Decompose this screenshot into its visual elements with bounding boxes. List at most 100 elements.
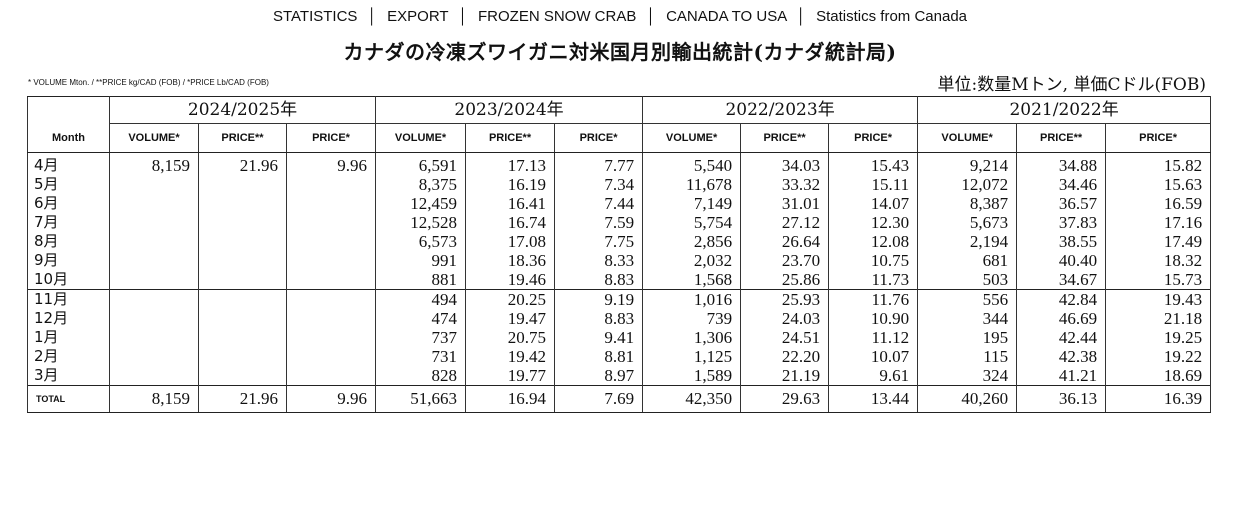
- price-kg-cell: 23.70: [740, 251, 830, 270]
- volume-cell: 503: [917, 270, 1018, 290]
- price-lb-header: PRICE*: [828, 123, 919, 153]
- total-volume-cell: 8,159: [109, 385, 199, 413]
- month-cell: 6月: [27, 194, 110, 213]
- price-lb-cell: [285, 251, 377, 270]
- price-kg-header: PRICE**: [1016, 123, 1107, 153]
- month-cell: 5月: [27, 175, 110, 194]
- price-kg-cell: 34.88: [1016, 152, 1107, 175]
- volume-cell: 5,540: [642, 152, 742, 175]
- price-kg-cell: 19.77: [465, 366, 556, 386]
- volume-cell: 494: [375, 289, 467, 309]
- volume-cell: 6,591: [375, 152, 467, 175]
- price-lb-cell: 12.30: [828, 213, 919, 232]
- price-lb-cell: 7.44: [554, 194, 644, 213]
- volume-cell: 12,459: [375, 194, 467, 213]
- volume-cell: [109, 213, 199, 232]
- price-lb-cell: 17.49: [1105, 232, 1212, 251]
- volume-cell: 6,573: [375, 232, 467, 251]
- table-row: 9月 991 18.36 8.33 2,032 23.70 10.75 681 40.40 18.…: [27, 251, 1212, 270]
- price-lb-cell: 8.33: [554, 251, 644, 270]
- volume-cell: 681: [917, 251, 1018, 270]
- volume-cell: 12,072: [917, 175, 1018, 194]
- units-note: * VOLUME Mton. / **PRICE kg/CAD (FOB) / …: [28, 78, 269, 87]
- month-cell: 7月: [27, 213, 110, 232]
- price-lb-cell: 8.83: [554, 309, 644, 328]
- price-kg-cell: 17.08: [465, 232, 556, 251]
- price-lb-header: PRICE*: [285, 123, 377, 153]
- price-kg-cell: 20.75: [465, 328, 556, 347]
- table-row: 2月 731 19.42 8.81 1,125 22.20 10.07 115 42.38 19.…: [27, 347, 1212, 366]
- price-lb-cell: 12.08: [828, 232, 919, 251]
- year-header: 2022/2023年: [642, 96, 919, 124]
- price-lb-cell: 11.12: [828, 328, 919, 347]
- price-lb-cell: 11.76: [828, 289, 919, 309]
- price-kg-cell: 36.57: [1016, 194, 1107, 213]
- volume-cell: 195: [917, 328, 1018, 347]
- volume-cell: 344: [917, 309, 1018, 328]
- price-lb-header: PRICE*: [554, 123, 644, 153]
- price-lb-cell: 8.97: [554, 366, 644, 386]
- price-lb-cell: 11.73: [828, 270, 919, 290]
- header-separator: │: [646, 8, 656, 25]
- price-kg-cell: 31.01: [740, 194, 830, 213]
- header-item-statistics: STATISTICS: [272, 8, 358, 25]
- price-kg-cell: 41.21: [1016, 366, 1107, 386]
- price-kg-cell: 42.44: [1016, 328, 1107, 347]
- price-lb-cell: [285, 213, 377, 232]
- total-price-kg-cell: 21.96: [198, 385, 287, 413]
- price-kg-cell: 33.32: [740, 175, 830, 194]
- table-row: 3月 828 19.77 8.97 1,589 21.19 9.61 324 41.21 18.6…: [27, 366, 1212, 386]
- total-price-kg-cell: 16.94: [465, 385, 556, 413]
- table-row: 5月 8,375 16.19 7.34 11,678 33.32 15.11 12,072 34…: [27, 175, 1212, 194]
- price-kg-header: PRICE**: [740, 123, 830, 153]
- price-lb-cell: [285, 194, 377, 213]
- year-header: 2021/2022年: [917, 96, 1212, 124]
- price-lb-cell: 19.43: [1105, 289, 1212, 309]
- volume-cell: 1,589: [642, 366, 742, 386]
- month-cell: 12月: [27, 309, 110, 328]
- month-cell: 1月: [27, 328, 110, 347]
- total-price-lb-cell: 13.44: [828, 385, 919, 413]
- price-kg-cell: [198, 175, 287, 194]
- price-kg-cell: 42.84: [1016, 289, 1107, 309]
- month-column-header: Month: [27, 96, 110, 153]
- header-separator: │: [367, 8, 377, 25]
- table-row: 10月 881 19.46 8.83 1,568 25.86 11.73 503 34.67 15…: [27, 270, 1212, 290]
- volume-cell: 2,032: [642, 251, 742, 270]
- price-kg-cell: [198, 251, 287, 270]
- volume-cell: 737: [375, 328, 467, 347]
- price-kg-cell: 40.40: [1016, 251, 1107, 270]
- price-lb-cell: 19.25: [1105, 328, 1212, 347]
- volume-cell: 8,375: [375, 175, 467, 194]
- header-item-route: CANADA TO USA: [666, 8, 787, 25]
- price-lb-cell: 10.75: [828, 251, 919, 270]
- volume-cell: 7,149: [642, 194, 742, 213]
- volume-cell: 556: [917, 289, 1018, 309]
- price-kg-cell: 34.46: [1016, 175, 1107, 194]
- price-lb-cell: 9.41: [554, 328, 644, 347]
- price-lb-cell: [285, 347, 377, 366]
- volume-cell: 2,194: [917, 232, 1018, 251]
- price-lb-cell: 7.75: [554, 232, 644, 251]
- price-kg-cell: 18.36: [465, 251, 556, 270]
- price-kg-cell: 34.03: [740, 152, 830, 175]
- price-kg-cell: 38.55: [1016, 232, 1107, 251]
- price-kg-cell: 21.19: [740, 366, 830, 386]
- month-cell: 10月: [27, 270, 110, 290]
- volume-cell: 1,306: [642, 328, 742, 347]
- table-row: 11月 494 20.25 9.19 1,016 25.93 11.76 556 42.84 19…: [27, 289, 1212, 309]
- month-cell: 4月: [27, 152, 110, 175]
- total-price-lb-cell: 16.39: [1105, 385, 1212, 413]
- price-kg-cell: 25.93: [740, 289, 830, 309]
- price-lb-header: PRICE*: [1105, 123, 1212, 153]
- price-kg-cell: 42.38: [1016, 347, 1107, 366]
- volume-cell: 9,214: [917, 152, 1018, 175]
- volume-cell: 881: [375, 270, 467, 290]
- total-label: TOTAL: [27, 385, 110, 413]
- volume-cell: 5,673: [917, 213, 1018, 232]
- total-price-kg-cell: 36.13: [1016, 385, 1107, 413]
- volume-cell: 12,528: [375, 213, 467, 232]
- total-volume-cell: 51,663: [375, 385, 467, 413]
- price-kg-cell: 27.12: [740, 213, 830, 232]
- volume-cell: 8,387: [917, 194, 1018, 213]
